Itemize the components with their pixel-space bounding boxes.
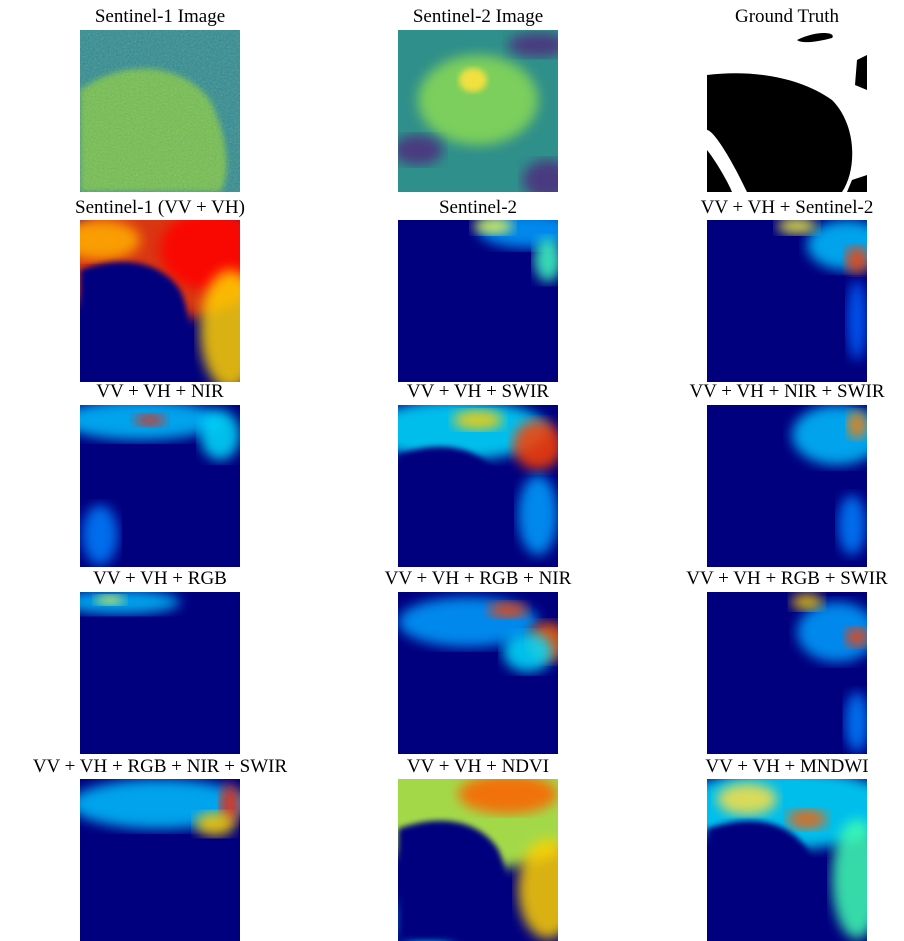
panel-image <box>707 405 867 567</box>
panel-image <box>707 220 867 382</box>
panel-image <box>80 405 240 567</box>
panel-image <box>707 779 867 941</box>
panel-title: Sentinel-2 <box>318 197 638 219</box>
figure: Sentinel-1 ImageSentinel-2 ImageGround T… <box>0 0 904 941</box>
panel-image <box>398 30 558 192</box>
panel-image <box>398 779 558 941</box>
panel-title: VV + VH + RGB + SWIR <box>627 568 904 590</box>
panel-title: VV + VH + NIR + SWIR <box>627 381 904 403</box>
panel-title: Ground Truth <box>627 6 904 28</box>
panel-title: VV + VH + Sentinel-2 <box>627 197 904 219</box>
panel-image <box>398 405 558 567</box>
panel-image <box>707 30 867 192</box>
panel-image <box>80 779 240 941</box>
panel-title: VV + VH + MNDWI <box>627 756 904 778</box>
panel-title: VV + VH + RGB + NIR <box>318 568 638 590</box>
panel-title: VV + VH + RGB <box>0 568 320 590</box>
panel-image <box>80 220 240 382</box>
panel-title: Sentinel-2 Image <box>318 6 638 28</box>
panel-image <box>707 592 867 754</box>
panel-image <box>398 220 558 382</box>
panel-image <box>80 30 240 192</box>
panel-title: VV + VH + RGB + NIR + SWIR <box>0 756 320 778</box>
panel-title: VV + VH + NIR <box>0 381 320 403</box>
panel-title: VV + VH + SWIR <box>318 381 638 403</box>
panel-title: Sentinel-1 Image <box>0 6 320 28</box>
panel-title: Sentinel-1 (VV + VH) <box>0 197 320 219</box>
panel-image <box>398 592 558 754</box>
panel-image <box>80 592 240 754</box>
panel-title: VV + VH + NDVI <box>318 756 638 778</box>
